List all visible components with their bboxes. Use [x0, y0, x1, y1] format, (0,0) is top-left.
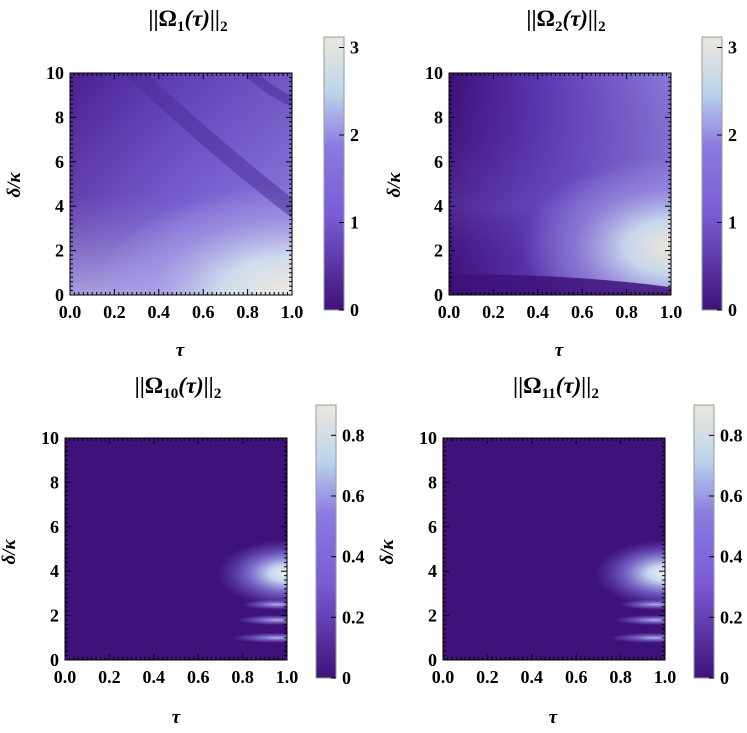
y-tick-label: 8 [434, 107, 443, 127]
panel-title: ||Ω10(τ)||2 [135, 373, 222, 402]
x-tick-label: 0.0 [432, 667, 455, 687]
colorbar-tick-label: 0.6 [342, 486, 365, 506]
y-tick-label: 0 [428, 650, 437, 670]
colorbar-tick-label: 0.2 [720, 607, 743, 627]
x-tick-label: 0.6 [571, 302, 594, 322]
panel-1: 0.0 0.2 0.4 0.6 0.8 1.00246810τδ/κ||Ω1(τ)||20… [4, 6, 359, 361]
heatmap [443, 438, 665, 660]
heatmap [65, 438, 287, 660]
colorbar-tick-label: 3 [350, 38, 359, 58]
panel-title: ||Ω11(τ)||2 [513, 373, 599, 402]
x-tick-label: 0.8 [615, 302, 638, 322]
heatmap [449, 73, 671, 295]
x-tick-label: 1.0 [654, 667, 677, 687]
x-tick-label: 0.2 [482, 302, 505, 322]
colorbar-tick-label: 0 [728, 300, 737, 320]
colorbar-tick-label: 0.4 [342, 547, 365, 567]
y-tick-label: 10 [41, 428, 59, 448]
heatmap [70, 73, 292, 295]
y-tick-label: 4 [50, 561, 59, 581]
panel-4: 0.0 0.2 0.4 0.6 0.8 1.0 0 2 4 6 8 10 τ δ/κ ||Ω11(τ)||2… [377, 373, 743, 728]
y-tick-label: 6 [434, 152, 443, 172]
x-tick-label: 1.0 [281, 302, 304, 322]
x-axis-label: τ [176, 340, 185, 361]
colorbar-tick-label: 0 [720, 668, 729, 688]
y-tick-label: 4 [428, 561, 437, 581]
x-tick-label: 0.0 [59, 302, 82, 322]
colorbar-tick-label: 0 [342, 668, 351, 688]
colorbar-tick-label: 0 [350, 300, 359, 320]
y-tick-label: 8 [55, 107, 64, 127]
x-tick-label: 0.2 [103, 302, 126, 322]
colorbar: 0 0.2 0.4 0.6 0.8 [315, 404, 365, 688]
x-tick-label: 0.0 [438, 302, 461, 322]
x-axis-label: τ [555, 340, 564, 361]
panel-2: 0.0 0.2 0.4 0.6 0.8 1.00246810τδ/κ||Ω2(τ)||20… [384, 6, 737, 361]
y-tick-label: 6 [428, 517, 437, 537]
y-tick-label: 4 [55, 196, 64, 216]
y-tick-label: 10 [425, 63, 443, 83]
panel-title: ||Ω2(τ)||2 [526, 6, 605, 35]
colorbar-tick-label: 1 [728, 213, 737, 233]
x-tick-label: 1.0 [660, 302, 683, 322]
x-tick-label: 0.4 [527, 302, 550, 322]
y-tick-label: 2 [55, 241, 64, 261]
y-tick-label: 2 [434, 241, 443, 261]
colorbar: 0 1 2 3 [323, 36, 359, 320]
x-tick-label: 1.0 [276, 667, 299, 687]
x-tick-label: 0.2 [476, 667, 499, 687]
y-tick-label: 4 [434, 196, 443, 216]
y-tick-label: 0 [50, 650, 59, 670]
x-tick-label: 0.8 [609, 667, 632, 687]
x-tick-label: 0.4 [143, 667, 166, 687]
colorbar-tick-label: 0.2 [342, 607, 365, 627]
x-tick-label: 0.0 [54, 667, 77, 687]
x-tick-label: 0.8 [231, 667, 254, 687]
y-tick-label: 0 [55, 285, 64, 305]
y-tick-label: 2 [50, 606, 59, 626]
panel-title: ||Ω1(τ)||2 [148, 6, 227, 35]
colorbar-tick-label: 2 [728, 125, 737, 145]
colorbar-tick-label: 3 [728, 38, 737, 58]
y-axis-label: δ/κ [4, 172, 25, 198]
colorbar-tick-label: 0.6 [720, 486, 743, 506]
x-tick-label: 0.2 [98, 667, 121, 687]
y-axis-label: δ/κ [384, 172, 405, 198]
y-tick-label: 8 [428, 472, 437, 492]
y-axis-label: δ/κ [0, 539, 20, 565]
panel-3: 0.0 0.2 0.4 0.6 0.8 1.0 0 2 4 6 8 10 τ δ/κ ||Ω10(τ)||2… [0, 373, 365, 728]
y-tick-label: 8 [50, 472, 59, 492]
y-tick-label: 10 [419, 428, 437, 448]
x-tick-label: 0.6 [192, 302, 215, 322]
colorbar-tick-label: 2 [350, 125, 359, 145]
x-tick-label: 0.4 [148, 302, 171, 322]
x-tick-label: 0.6 [565, 667, 588, 687]
x-axis-label: τ [549, 707, 558, 728]
y-tick-label: 10 [46, 63, 64, 83]
x-tick-label: 0.8 [236, 302, 259, 322]
x-axis-label: τ [172, 707, 181, 728]
colorbar: 0 1 2 3 [701, 36, 737, 320]
y-tick-label: 6 [55, 152, 64, 172]
y-axis-label: δ/κ [377, 539, 398, 565]
colorbar: 0 0.2 0.4 0.6 0.8 [693, 404, 743, 688]
colorbar-tick-label: 0.4 [720, 547, 743, 567]
y-tick-label: 2 [428, 606, 437, 626]
colorbar-tick-label: 1 [350, 213, 359, 233]
colorbar-tick-label: 0.8 [342, 425, 365, 445]
colorbar-tick-label: 0.8 [720, 425, 743, 445]
y-tick-label: 6 [50, 517, 59, 537]
x-tick-label: 0.4 [521, 667, 544, 687]
y-tick-label: 0 [434, 285, 443, 305]
x-tick-label: 0.6 [187, 667, 210, 687]
